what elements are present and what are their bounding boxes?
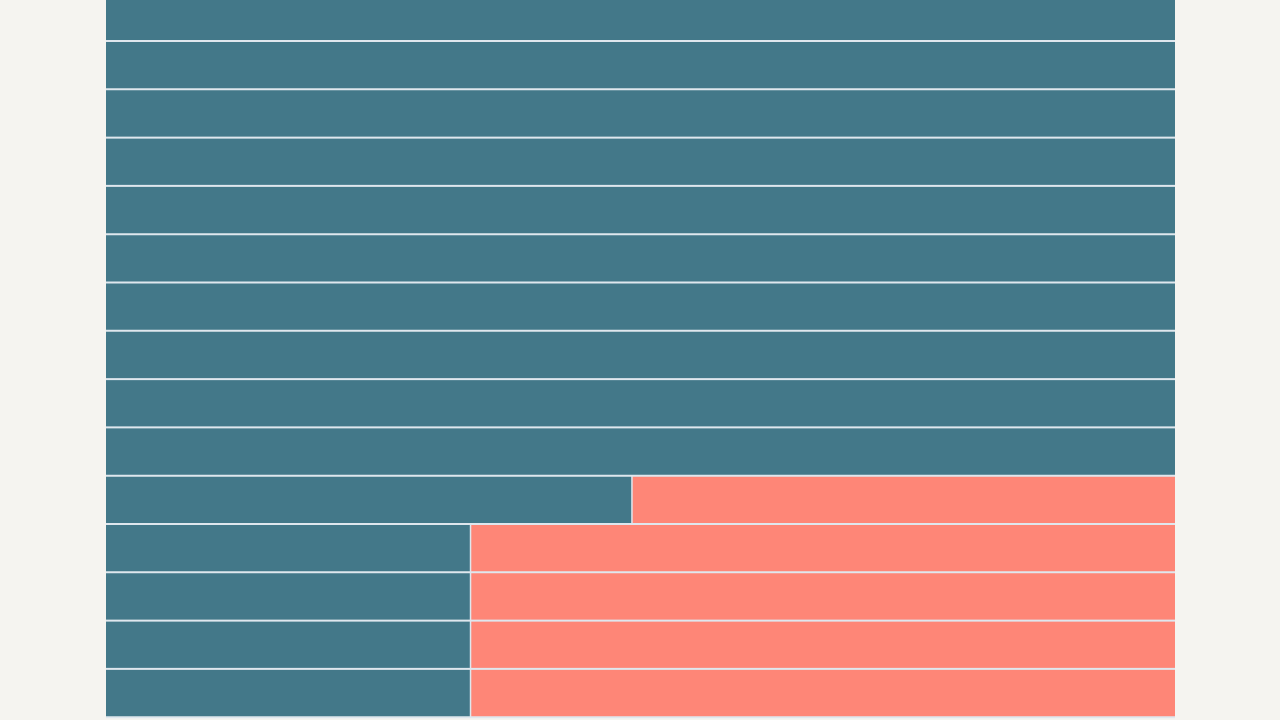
- bar-segment-row-12-series-2: [470, 524, 1175, 573]
- bar-segment-row-9-series-1: [106, 379, 1175, 428]
- bar-segment-row-13-series-2: [470, 572, 1175, 621]
- bar-segment-row-12-series-1: [106, 524, 471, 573]
- bar-segment-row-11-series-2: [631, 475, 1175, 524]
- bar-segment-row-14-series-1: [106, 620, 471, 669]
- bar-segment-row-11-series-1: [106, 475, 632, 524]
- bar-segment-row-15-series-2: [470, 668, 1175, 718]
- bar-segment-row-14-series-2: [470, 620, 1175, 669]
- bar-segment-row-8-series-1: [106, 330, 1175, 380]
- bar-segment-row-1-series-1: [106, 0, 1175, 41]
- bar-segment-row-10-series-1: [106, 427, 1175, 476]
- bar-segment-row-15-series-1: [106, 668, 471, 718]
- bar-segment-row-5-series-1: [106, 185, 1175, 235]
- bar-segment-row-7-series-1: [106, 282, 1175, 331]
- bar-segment-row-13-series-1: [106, 572, 471, 621]
- bar-segment-row-2-series-1: [106, 41, 1175, 90]
- bar-segment-row-3-series-1: [106, 89, 1175, 138]
- bar-segment-row-6-series-1: [106, 234, 1175, 283]
- bar-segment-row-4-series-1: [106, 137, 1175, 186]
